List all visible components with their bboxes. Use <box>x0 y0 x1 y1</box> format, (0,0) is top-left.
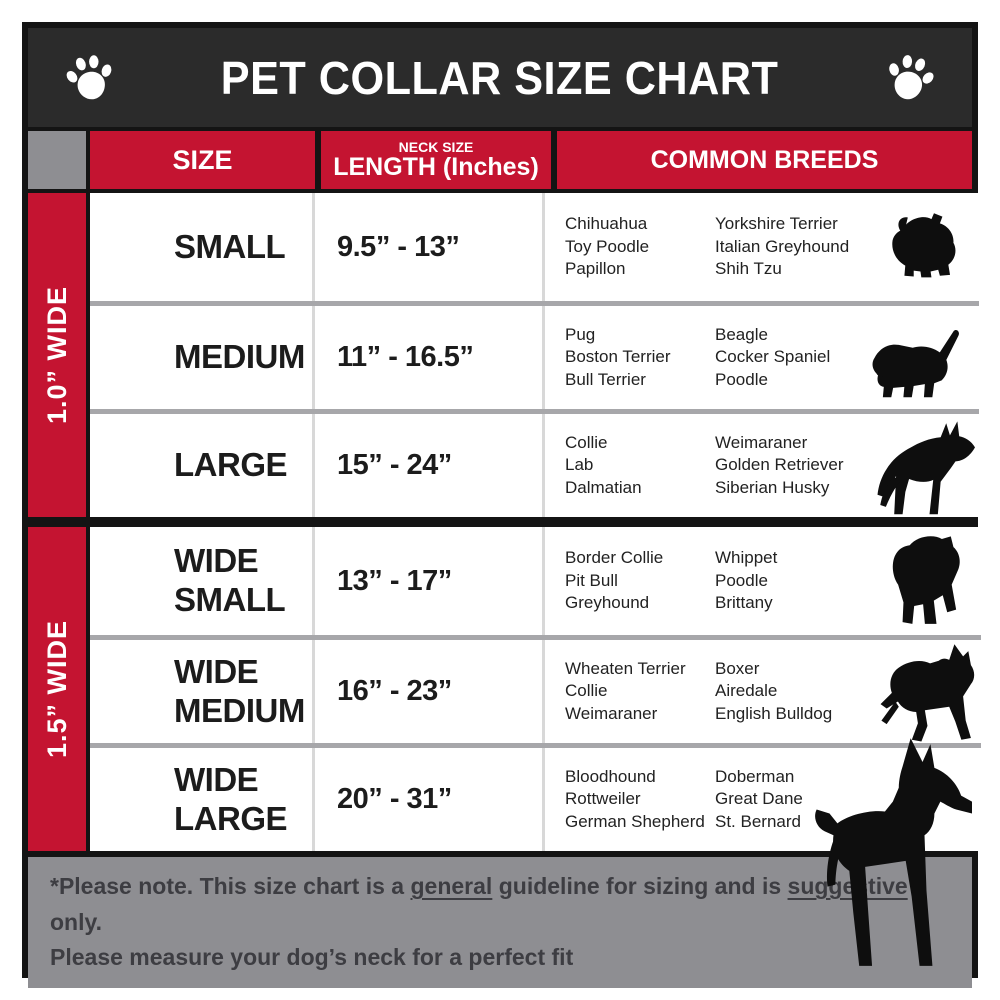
header-common-breeds: COMMON BREEDS <box>557 131 972 189</box>
collar-width-label-1.5: 1.5” WIDE <box>28 527 86 851</box>
collar-width-label-1.0: 1.0” WIDE <box>28 193 86 517</box>
breeds-cell: Border Collie Pit Bull Greyhound Whippet… <box>545 527 981 635</box>
table-row-large: LARGE 15” - 24” Collie Lab Dalmatian Wei… <box>90 409 979 517</box>
breeds-cell: Pug Boston Terrier Bull Terrier Beagle C… <box>545 306 979 409</box>
corner-cell <box>28 131 86 189</box>
section-1.5-inch-wide: 1.5” WIDE WIDE SMALL 13” - 17” Border Col… <box>28 527 981 851</box>
neck-size-cell: 13” - 17” <box>315 527 545 635</box>
bulldog-icon <box>892 536 960 624</box>
paw-icon <box>66 54 112 99</box>
neck-size-cell: 20” - 31” <box>315 748 545 851</box>
header-size: SIZE <box>90 131 315 189</box>
neck-size-cell: 15” - 24” <box>315 414 545 517</box>
size-cell: WIDE SMALL <box>90 527 315 635</box>
size-cell: WIDE LARGE <box>90 748 315 851</box>
footer-note-line2: Please measure your dog’s neck for a per… <box>50 944 574 971</box>
chart-board: PET COLLAR SIZE CHART SIZE NECK SIZE LEN… <box>22 22 981 988</box>
beagle-icon <box>872 329 959 397</box>
size-cell: WIDE MEDIUM <box>90 640 315 743</box>
neck-size-cell: 11” - 16.5” <box>315 306 545 409</box>
size-cell: SMALL <box>90 193 315 301</box>
table-row-wide-small: WIDE SMALL 13” - 17” Border Collie Pit Bu… <box>90 527 981 635</box>
table-header-row: SIZE NECK SIZE LENGTH (Inches) COMMON BR… <box>28 131 972 189</box>
page-title: PET COLLAR SIZE CHART <box>221 51 779 104</box>
breeds-cell: Wheaten Terrier Collie Weimaraner Boxer … <box>545 640 981 743</box>
header-neck-size: NECK SIZE LENGTH (Inches) <box>321 131 551 189</box>
footer-note: *Please note. This size chart is a gener… <box>28 857 972 988</box>
table-row-medium: MEDIUM 11” - 16.5” Pug Boston Terrier Bu… <box>90 301 979 409</box>
table-row-wide-large: WIDE LARGE 20” - 31” Bloodhound Rottweile… <box>90 743 981 851</box>
size-cell: LARGE <box>90 414 315 517</box>
shih-tzu-icon <box>892 213 956 278</box>
table-row-wide-medium: WIDE MEDIUM 16” - 23” Wheaten Terrier Col… <box>90 635 981 743</box>
header-neck-top: NECK SIZE <box>398 138 474 155</box>
footer-note-line1: *Please note. This size chart is a gener… <box>50 873 908 935</box>
breeds-cell: Chihuahua Toy Poodle Papillon Yorkshire … <box>545 193 979 301</box>
breeds-cell: Bloodhound Rottweiler German Shepherd Do… <box>565 766 803 831</box>
paw-icon <box>889 54 934 99</box>
neck-size-cell: 9.5” - 13” <box>315 193 545 301</box>
section-1-inch-wide: 1.0” WIDE SMALL 9.5” - 13” Chihuahua Toy… <box>28 193 979 517</box>
german-shepherd-icon <box>877 420 975 514</box>
neck-size-cell: 16” - 23” <box>315 640 545 743</box>
size-cell: MEDIUM <box>90 306 315 409</box>
title-bar: PET COLLAR SIZE CHART <box>28 28 972 127</box>
table-row-small: SMALL 9.5” - 13” Chihuahua Toy Poodle Pa… <box>90 193 979 301</box>
pitbull-icon <box>880 643 975 742</box>
header-neck-main: LENGTH (Inches) <box>333 153 539 182</box>
breeds-cell: Collie Lab Dalmatian Weimaraner Golden R… <box>545 414 979 517</box>
